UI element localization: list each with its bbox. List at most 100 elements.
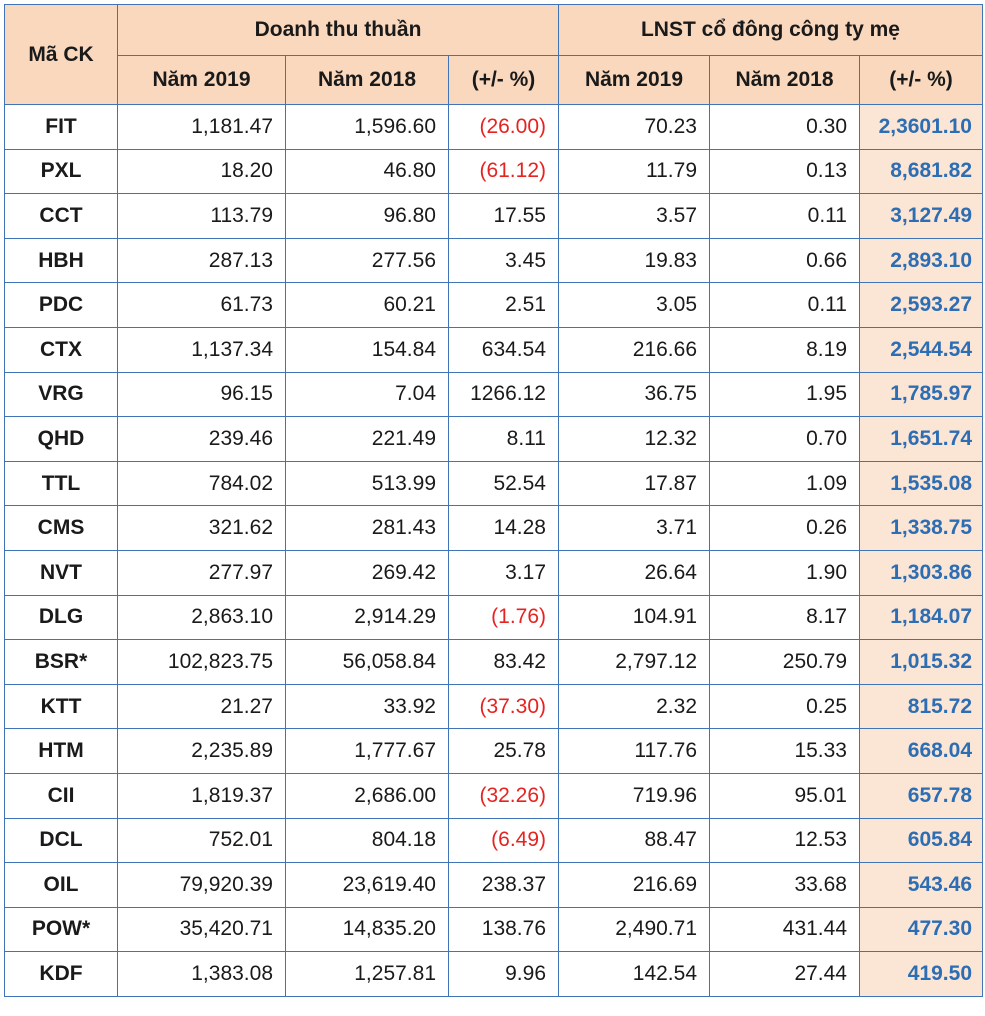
table-row: POW* 35,420.71 14,835.20 138.76 2,490.71 431.… — [4, 906, 983, 953]
revenue-2018-cell: 2,686.00 — [285, 772, 449, 819]
revenue-2018-cell: 513.99 — [285, 460, 449, 507]
revenue-2018-cell: 1,777.67 — [285, 728, 449, 774]
profit-2018-cell: 0.30 — [709, 104, 860, 150]
header-net-profit-group: LNST cổ đông công ty mẹ — [558, 4, 983, 56]
code-cell: QHD — [4, 416, 118, 462]
table-row: DCL 752.01 804.18 (6.49) 88.47 12.53 605.84 — [4, 817, 983, 864]
revenue-2018-cell: 1,596.60 — [285, 104, 449, 150]
revenue-change-cell: 1266.12 — [448, 371, 559, 418]
revenue-2018-cell: 281.43 — [285, 505, 449, 551]
profit-2019-cell: 104.91 — [558, 594, 710, 641]
profit-2019-cell: 3.05 — [558, 282, 710, 328]
profit-change-cell: 419.50 — [859, 951, 983, 997]
revenue-change-cell: (1.76) — [448, 594, 559, 641]
revenue-2018-cell: 804.18 — [285, 817, 449, 864]
profit-2018-cell: 0.13 — [709, 148, 860, 195]
profit-change-cell: 8,681.82 — [859, 148, 983, 195]
revenue-2018-cell: 23,619.40 — [285, 862, 449, 908]
revenue-2018-cell: 2,914.29 — [285, 594, 449, 641]
revenue-2019-cell: 113.79 — [117, 193, 286, 239]
profit-2019-cell: 26.64 — [558, 549, 710, 596]
table-row: VRG 96.15 7.04 1266.12 36.75 1.95 1,785.97 — [4, 371, 983, 418]
code-cell: KTT — [4, 683, 118, 730]
header-code: Mã CK — [4, 4, 118, 105]
revenue-2019-cell: 321.62 — [117, 505, 286, 551]
revenue-2019-cell: 96.15 — [117, 371, 286, 418]
revenue-change-cell: 14.28 — [448, 505, 559, 551]
profit-2019-cell: 88.47 — [558, 817, 710, 864]
profit-2018-cell: 8.17 — [709, 594, 860, 641]
profit-2019-cell: 2,797.12 — [558, 639, 710, 685]
revenue-2018-cell: 60.21 — [285, 282, 449, 328]
profit-2019-cell: 3.57 — [558, 193, 710, 239]
table-row: CTX 1,137.34 154.84 634.54 216.66 8.19 2,544.5… — [4, 326, 983, 373]
revenue-2018-cell: 96.80 — [285, 193, 449, 239]
revenue-2018-cell: 46.80 — [285, 148, 449, 195]
table-row: DLG 2,863.10 2,914.29 (1.76) 104.91 8.17 1,184… — [4, 594, 983, 641]
profit-change-cell: 815.72 — [859, 683, 983, 730]
revenue-2018-cell: 1,257.81 — [285, 951, 449, 997]
revenue-2018-cell: 14,835.20 — [285, 906, 449, 953]
revenue-change-cell: (6.49) — [448, 817, 559, 864]
profit-2018-cell: 8.19 — [709, 326, 860, 373]
profit-change-cell: 2,893.10 — [859, 237, 983, 284]
revenue-2019-cell: 35,420.71 — [117, 906, 286, 953]
table-row: PXL 18.20 46.80 (61.12) 11.79 0.13 8,681.82 — [4, 148, 983, 195]
financial-table: Mã CK Doanh thu thuần LNST cổ đông công … — [4, 4, 983, 997]
header-revenue-2019: Năm 2019 — [117, 55, 286, 105]
table-row: KTT 21.27 33.92 (37.30) 2.32 0.25 815.72 — [4, 683, 983, 730]
table-row: TTL 784.02 513.99 52.54 17.87 1.09 1,535.08 — [4, 460, 983, 507]
profit-change-cell: 3,127.49 — [859, 193, 983, 239]
profit-change-cell: 543.46 — [859, 862, 983, 908]
revenue-change-cell: (37.30) — [448, 683, 559, 730]
revenue-2019-cell: 752.01 — [117, 817, 286, 864]
profit-2018-cell: 1.90 — [709, 549, 860, 596]
profit-change-cell: 1,015.32 — [859, 639, 983, 685]
profit-2018-cell: 1.95 — [709, 371, 860, 418]
profit-2018-cell: 12.53 — [709, 817, 860, 864]
code-cell: DCL — [4, 817, 118, 864]
code-cell: POW* — [4, 906, 118, 953]
profit-2019-cell: 19.83 — [558, 237, 710, 284]
revenue-2019-cell: 1,181.47 — [117, 104, 286, 150]
revenue-change-cell: 17.55 — [448, 193, 559, 239]
profit-change-cell: 1,338.75 — [859, 505, 983, 551]
revenue-change-cell: 634.54 — [448, 326, 559, 373]
revenue-2019-cell: 1,819.37 — [117, 772, 286, 819]
code-cell: PDC — [4, 282, 118, 328]
table-row: HBH 287.13 277.56 3.45 19.83 0.66 2,893.10 — [4, 237, 983, 284]
revenue-2019-cell: 277.97 — [117, 549, 286, 596]
revenue-2019-cell: 79,920.39 — [117, 862, 286, 908]
revenue-2018-cell: 269.42 — [285, 549, 449, 596]
profit-2019-cell: 117.76 — [558, 728, 710, 774]
code-cell: PXL — [4, 148, 118, 195]
revenue-2019-cell: 1,137.34 — [117, 326, 286, 373]
revenue-change-cell: (32.26) — [448, 772, 559, 819]
revenue-2019-cell: 2,235.89 — [117, 728, 286, 774]
profit-2019-cell: 3.71 — [558, 505, 710, 551]
code-cell: CII — [4, 772, 118, 819]
revenue-2018-cell: 277.56 — [285, 237, 449, 284]
code-cell: CCT — [4, 193, 118, 239]
profit-2018-cell: 250.79 — [709, 639, 860, 685]
table-row: CCT 113.79 96.80 17.55 3.57 0.11 3,127.49 — [4, 193, 983, 239]
profit-change-cell: 2,3601.10 — [859, 104, 983, 150]
header-profit-2018: Năm 2018 — [709, 55, 860, 105]
revenue-change-cell: 83.42 — [448, 639, 559, 685]
profit-2019-cell: 17.87 — [558, 460, 710, 507]
code-cell: KDF — [4, 951, 118, 997]
profit-change-cell: 1,651.74 — [859, 416, 983, 462]
profit-change-cell: 477.30 — [859, 906, 983, 953]
table-row: BSR* 102,823.75 56,058.84 83.42 2,797.12 250.… — [4, 639, 983, 685]
revenue-2019-cell: 239.46 — [117, 416, 286, 462]
profit-change-cell: 1,785.97 — [859, 371, 983, 418]
header-revenue-change: (+/- %) — [448, 55, 559, 105]
code-cell: CMS — [4, 505, 118, 551]
revenue-2019-cell: 1,383.08 — [117, 951, 286, 997]
profit-change-cell: 668.04 — [859, 728, 983, 774]
revenue-2019-cell: 61.73 — [117, 282, 286, 328]
code-cell: NVT — [4, 549, 118, 596]
profit-2019-cell: 2,490.71 — [558, 906, 710, 953]
code-cell: VRG — [4, 371, 118, 418]
table-body: FIT 1,181.47 1,596.60 (26.00) 70.23 0.30 2,360… — [4, 104, 983, 997]
